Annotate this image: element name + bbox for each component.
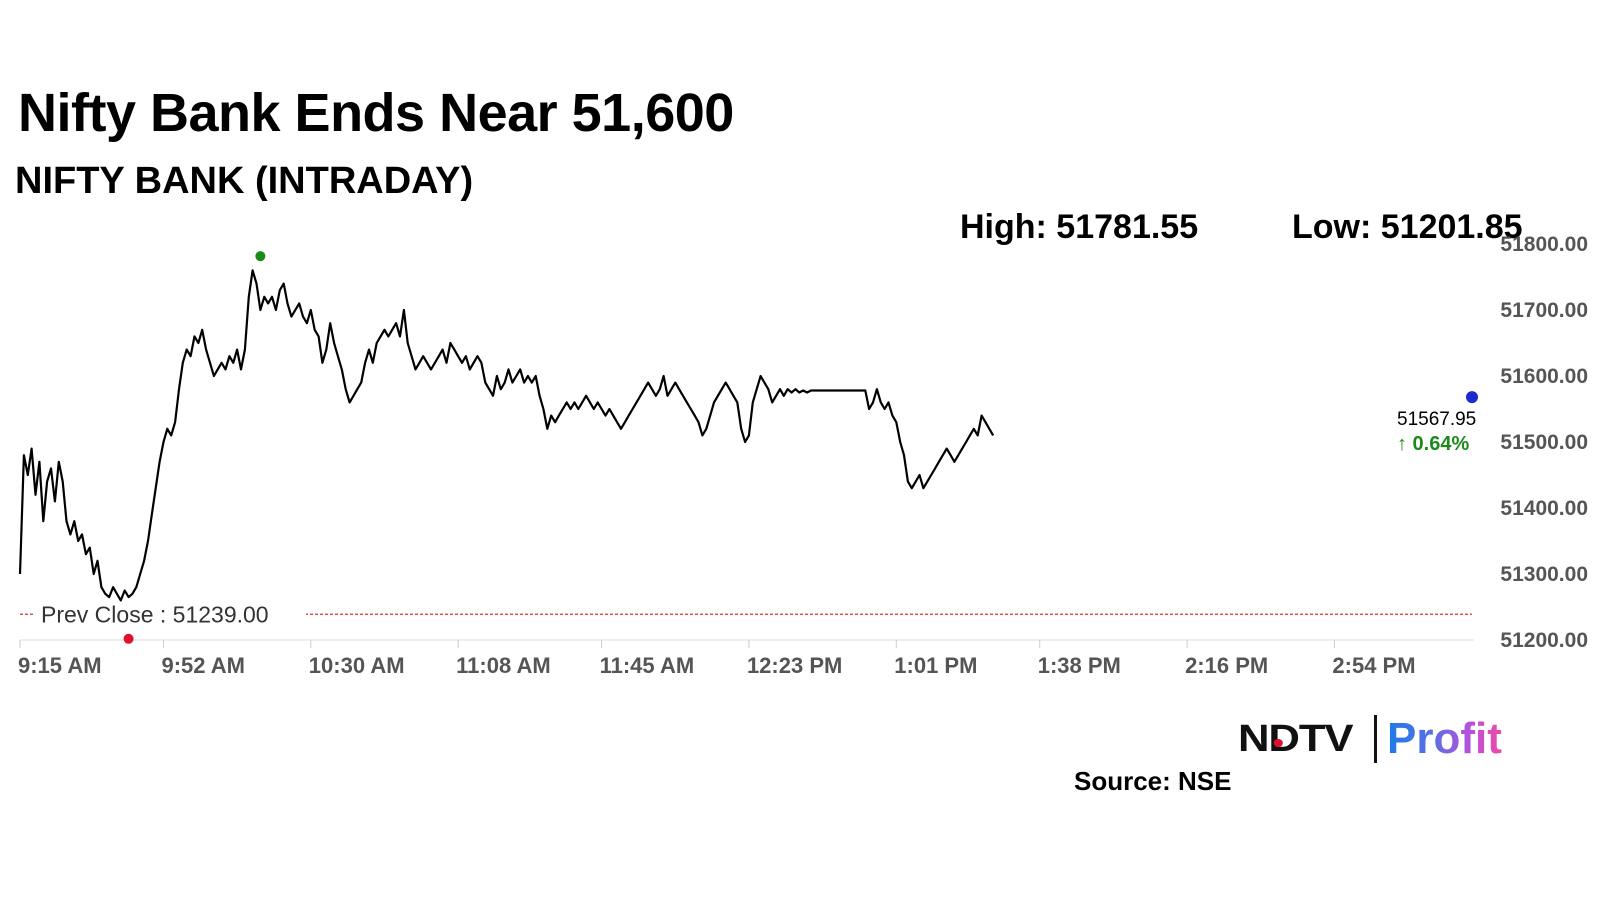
chart-title: Nifty Bank Ends Near 51,600 xyxy=(18,83,734,143)
high-marker xyxy=(255,251,266,262)
x-tick-label: 12:23 PM xyxy=(747,653,842,678)
x-tick-label: 11:08 AM xyxy=(456,653,551,678)
high-label: High: 51781.55 xyxy=(960,208,1199,246)
source-note: Source: NSE xyxy=(1074,766,1232,796)
x-tick-label: 1:38 PM xyxy=(1038,653,1121,678)
prev-close-label-bg xyxy=(34,600,306,629)
x-tick-label: 9:52 AM xyxy=(161,653,245,678)
ndtv-logo: NDTV xyxy=(1238,717,1354,760)
x-tick-label: 1:01 PM xyxy=(894,653,977,678)
series-line xyxy=(18,269,995,602)
y-tick-label: 51300.00 xyxy=(1500,563,1588,586)
y-tick-label: 51700.00 xyxy=(1500,299,1588,322)
y-tick-label: 51500.00 xyxy=(1500,431,1588,454)
x-tick-label: 2:54 PM xyxy=(1332,653,1415,678)
profit-logo: Profit xyxy=(1387,714,1502,763)
prev-close-label: Prev Close : 51239.00 xyxy=(41,601,269,627)
y-tick-label: 51600.00 xyxy=(1500,365,1588,388)
y-tick-label: 51200.00 xyxy=(1500,629,1588,652)
close-change-label: ↑ 0.64% xyxy=(1397,433,1469,455)
logo-separator xyxy=(1374,715,1377,763)
x-tick-label: 10:30 AM xyxy=(309,653,405,678)
ndtv-profit-logo: NDTV Profit xyxy=(1238,712,1502,766)
low-marker xyxy=(123,633,134,644)
x-tick-label: 2:16 PM xyxy=(1185,653,1268,678)
y-tick-label: 51800.00 xyxy=(1500,233,1588,256)
ndtv-logo-dot xyxy=(1273,738,1283,747)
y-tick-label: 51400.00 xyxy=(1500,497,1588,520)
close-marker xyxy=(1466,391,1478,404)
x-tick-label: 9:15 AM xyxy=(18,653,102,678)
chart-subtitle: NIFTY BANK (INTRADAY) xyxy=(15,160,474,202)
x-tick-label: 11:45 AM xyxy=(600,653,695,678)
low-label: Low: 51201.85 xyxy=(1292,208,1523,246)
close-value-label: 51567.95 xyxy=(1397,409,1476,430)
